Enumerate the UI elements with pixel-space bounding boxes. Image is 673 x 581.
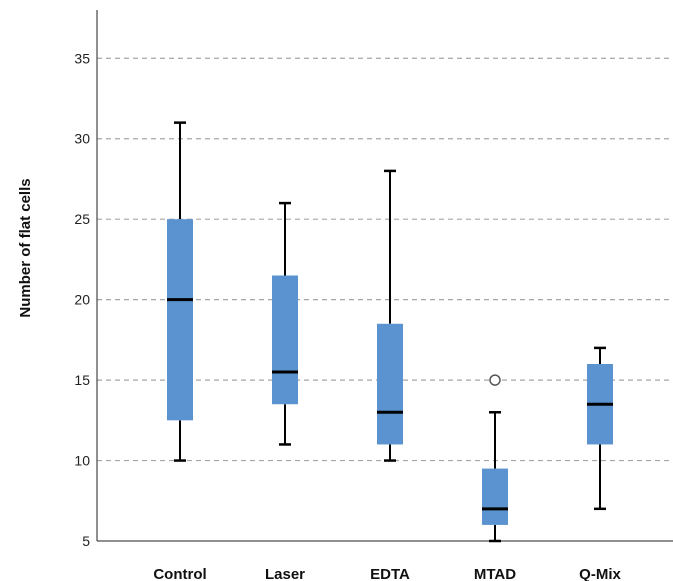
x-tick-label-laser: Laser <box>265 566 305 581</box>
y-tick-labels: 5 10 15 20 25 30 35 <box>74 50 90 549</box>
y-tick-label-15: 15 <box>74 372 90 388</box>
box-laser <box>272 201 298 446</box>
box-mtad <box>482 374 508 543</box>
x-tick-label-q-mix: Q-Mix <box>579 566 621 581</box>
x-tick-label-control: Control <box>153 566 206 581</box>
y-tick-label-35: 35 <box>74 50 90 66</box>
boxes <box>167 121 613 543</box>
y-tick-label-25: 25 <box>74 211 90 227</box>
y-tick-label-5: 5 <box>82 533 90 549</box>
x-tick-label-mtad: MTAD <box>474 566 516 581</box>
y-axis-title: Number of flat cells <box>17 178 34 317</box>
y-tick-label-20: 20 <box>74 292 90 308</box>
y-tick-label-10: 10 <box>74 453 90 469</box>
x-tick-label-edta: EDTA <box>370 566 410 581</box>
y-tick-label-30: 30 <box>74 131 90 147</box>
iqr-box-control <box>167 219 193 421</box>
box-edta <box>377 169 403 462</box>
box-q-mix <box>587 346 613 511</box>
iqr-box-laser <box>272 275 298 405</box>
box-control <box>167 121 193 462</box>
x-tick-labels: Control Laser EDTA MTAD Q-Mix <box>153 566 621 581</box>
iqr-box-edta <box>377 323 403 445</box>
outlier-mtad-0 <box>489 374 501 386</box>
iqr-box-mtad <box>482 468 508 525</box>
